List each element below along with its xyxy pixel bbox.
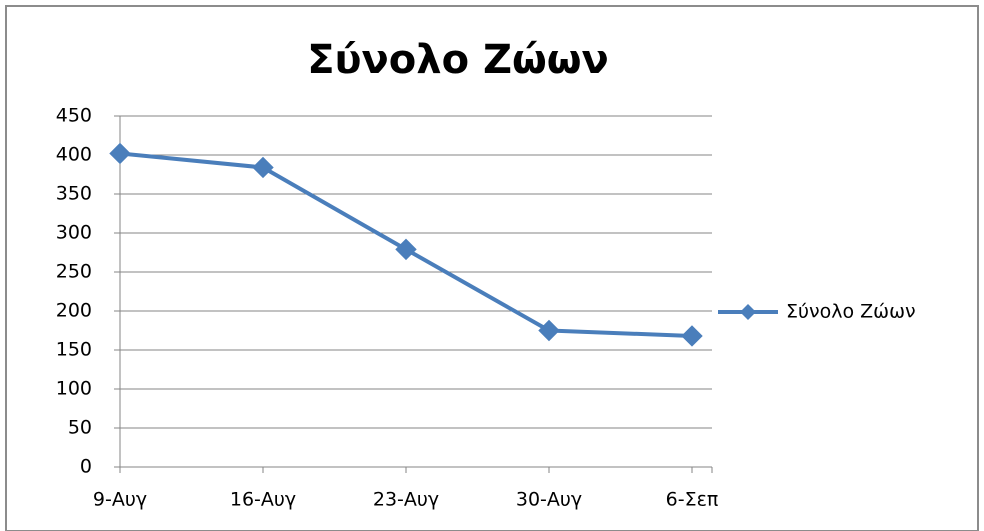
y-tick-label: 0 <box>80 456 92 478</box>
data-point <box>681 325 703 347</box>
y-tick-label: 50 <box>68 417 92 439</box>
x-tick-label: 6-Σεπ <box>666 489 719 511</box>
data-point <box>109 142 131 165</box>
data-point <box>538 319 560 342</box>
x-tick-label: 16-Αυγ <box>230 489 296 511</box>
chart-frame <box>5 5 979 531</box>
x-tick-label: 30-Αυγ <box>516 489 582 511</box>
legend-marker <box>740 304 756 320</box>
chart-title: Σύνολο Ζώων <box>307 37 609 83</box>
x-tick-label: 23-Αυγ <box>373 489 439 511</box>
data-point <box>395 238 417 261</box>
y-tick-label: 400 <box>56 144 92 166</box>
y-tick-label: 450 <box>56 105 92 127</box>
y-tick-label: 100 <box>56 378 92 400</box>
y-tick-label: 250 <box>56 261 92 283</box>
y-tick-label: 200 <box>56 300 92 322</box>
y-tick-label: 350 <box>56 183 92 205</box>
y-tick-label: 300 <box>56 222 92 244</box>
legend-label: Σύνολο Ζώων <box>786 301 916 323</box>
y-tick-label: 150 <box>56 339 92 361</box>
data-point <box>252 156 274 179</box>
x-tick-label: 9-Αυγ <box>93 489 147 511</box>
